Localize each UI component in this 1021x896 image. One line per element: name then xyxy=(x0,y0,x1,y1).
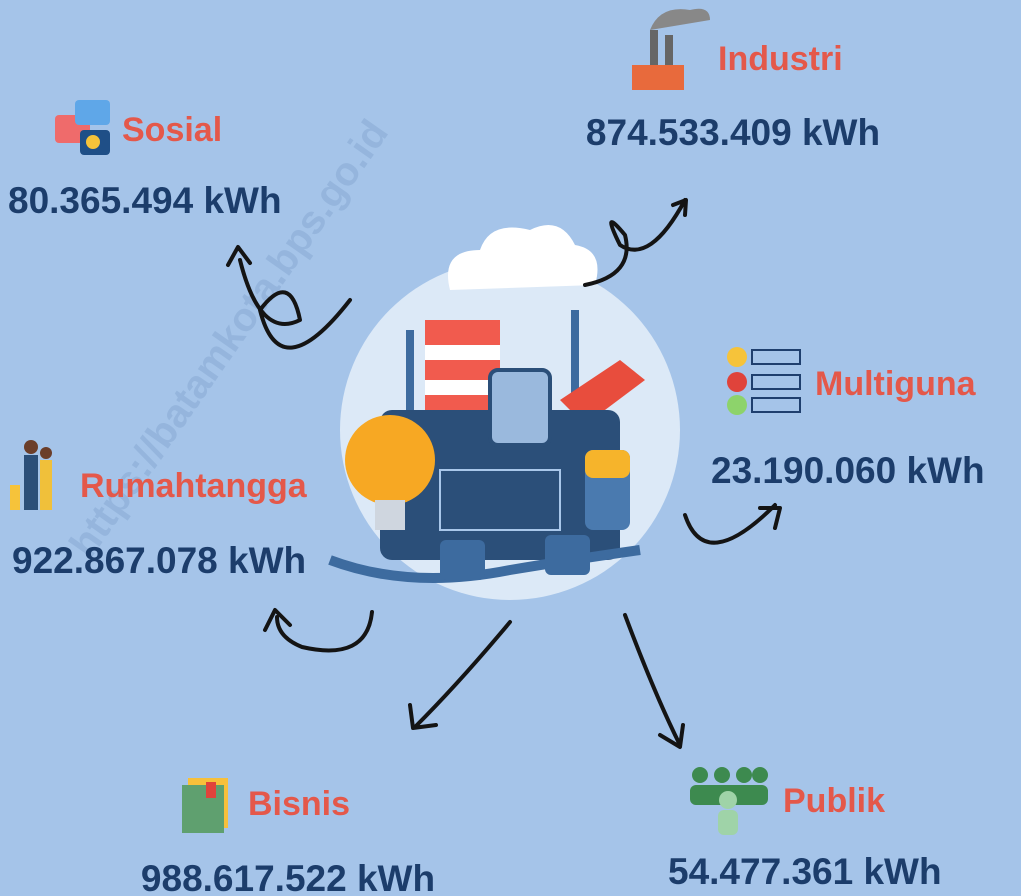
sector-label: Rumahtangga xyxy=(80,467,308,505)
sector-label: Bisnis xyxy=(248,785,350,823)
sector-label: Sosial xyxy=(122,111,222,149)
sector-label: Industri xyxy=(718,40,843,78)
sector-value: 988.617.522 kWh xyxy=(141,858,435,896)
infographic: https://batamkota.bps.go.id xyxy=(0,0,1021,896)
sector-label: Multiguna xyxy=(815,365,977,403)
sector-value: 23.190.060 kWh xyxy=(711,450,985,491)
sector-value: 80.365.494 kWh xyxy=(8,180,282,221)
sector-value: 874.533.409 kWh xyxy=(586,112,880,153)
sector-label: Publik xyxy=(783,782,885,820)
sector-value: 54.477.361 kWh xyxy=(668,851,942,892)
bisnis-icon xyxy=(182,778,228,833)
sector-value: 922.867.078 kWh xyxy=(12,540,306,581)
